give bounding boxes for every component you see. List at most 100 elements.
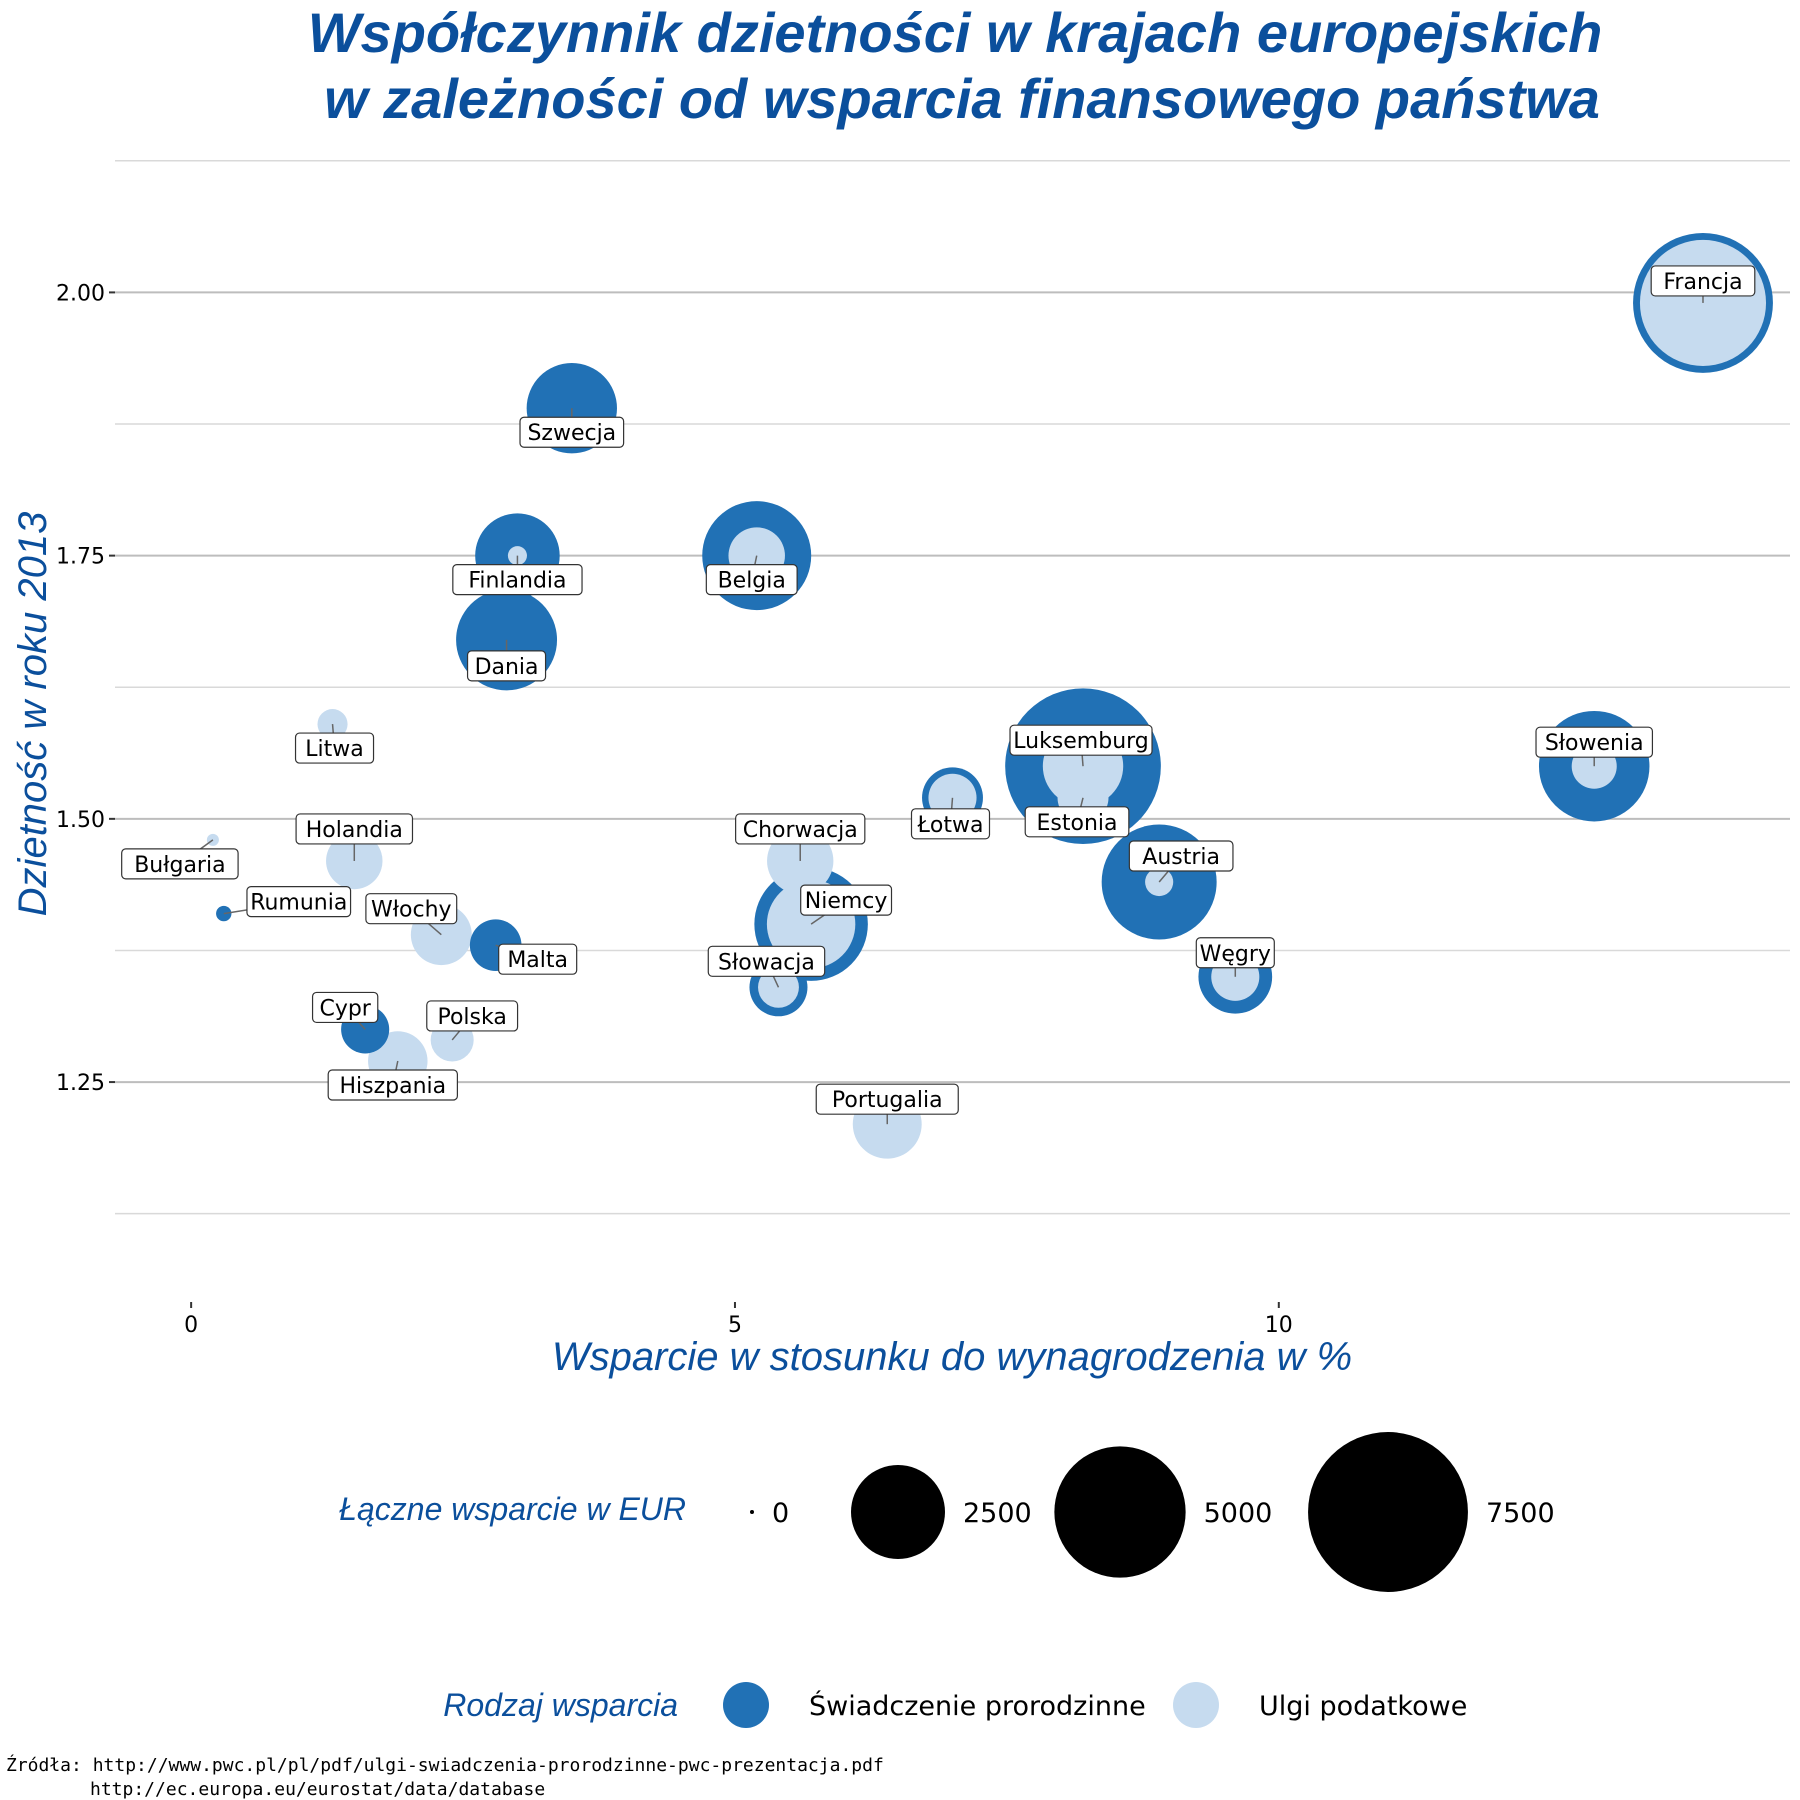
country-label: Holandia (295, 813, 414, 861)
country-name: Estonia (1037, 811, 1118, 836)
label-box (365, 893, 458, 925)
country-label: Luksemburg (1009, 724, 1153, 767)
label-box (426, 1000, 519, 1032)
y-tick-label: 2.00 (56, 281, 105, 306)
label-box (498, 943, 578, 975)
country-label: Portugalia (815, 1083, 959, 1125)
country-name: Chorwacja (743, 818, 858, 843)
label-box (466, 650, 547, 682)
chart-title-line-1: Współczynnik dzietności w krajach europe… (308, 1, 1603, 64)
country-name: Holandia (306, 818, 403, 843)
country-label: Rumunia (223, 886, 352, 918)
country-label: Malta (495, 943, 578, 975)
x-axis: 0 5 10 (184, 1302, 1293, 1338)
country-name: Litwa (305, 737, 363, 762)
country-label: Austria (1128, 840, 1234, 883)
y-axis: 1.25 1.50 1.75 2.00 (56, 281, 115, 1096)
size-legend-title: Łączne wsparcie w EUR (339, 1491, 686, 1527)
source-line-1: Źródła: http://www.pwc.pl/pl/pdf/ulgi-sw… (6, 1754, 884, 1776)
grid-lines (115, 160, 1790, 1215)
bubble-benefit (216, 905, 232, 922)
label-box (910, 808, 991, 840)
label-box (1650, 265, 1756, 297)
label-box (815, 1083, 959, 1115)
y-tick-label: 1.50 (56, 808, 105, 833)
label-box (1195, 937, 1275, 969)
country-label: Cypr (311, 991, 379, 1030)
country-name: Belgia (718, 569, 786, 594)
size-legend-circle (1308, 1432, 1468, 1592)
label-box (519, 416, 625, 448)
color-legend-label: Ulgi podatkowe (1259, 1691, 1467, 1722)
label-box (327, 1069, 458, 1101)
size-legend-label: 7500 (1486, 1498, 1555, 1529)
label-box (311, 991, 379, 1024)
label-box (452, 564, 583, 596)
label-box (121, 848, 239, 880)
country-name: Dania (475, 655, 539, 680)
country-name: Malta (507, 948, 568, 973)
country-name: Francja (1663, 270, 1742, 295)
label-box (246, 886, 352, 918)
country-name: Luksemburg (1013, 729, 1149, 754)
country-name: Portugalia (832, 1088, 943, 1113)
country-name: Łotwa (917, 813, 984, 838)
country-label: Polska (426, 1000, 519, 1041)
label-box (735, 813, 866, 845)
size-legend-circle (1054, 1446, 1186, 1578)
x-tick-label: 10 (1265, 1313, 1293, 1338)
country-label: Estonia (1024, 797, 1130, 838)
label-box (707, 945, 826, 977)
color-legend: Rodzaj wsparcia Świadczenie prorodzinne U… (443, 1682, 1467, 1728)
label-box (295, 813, 414, 845)
country-label: Łotwa (910, 797, 991, 840)
source-note: Źródła: http://www.pwc.pl/pl/pdf/ulgi-sw… (6, 1754, 884, 1800)
size-legend-label: 0 (772, 1498, 789, 1529)
x-tick-label: 0 (184, 1313, 198, 1338)
y-axis-title: Dzietność w roku 2013 (11, 512, 55, 917)
color-legend-swatch (723, 1682, 769, 1728)
label-box (1024, 806, 1130, 838)
size-legend-circle (851, 1465, 945, 1559)
country-name: Szwecja (527, 421, 616, 446)
size-legend-label: 2500 (963, 1498, 1032, 1529)
y-tick-label: 1.75 (56, 545, 105, 570)
country-name: Włochy (371, 898, 452, 923)
country-name: Bułgaria (134, 853, 225, 878)
country-name: Niemcy (805, 889, 888, 914)
size-legend: Łączne wsparcie w EUR 0 2500 5000 7500 (339, 1432, 1555, 1592)
color-legend-label: Świadczenie prorodzinne (809, 1690, 1146, 1722)
label-box (1535, 726, 1654, 758)
chart-title-line-2: w zależności od wsparcia finansowego pań… (324, 67, 1600, 130)
chart-title: Współczynnik dzietności w krajach europe… (308, 1, 1603, 130)
country-label: Szwecja (519, 408, 625, 448)
country-label: Włochy (365, 893, 458, 936)
country-label: Francja (1650, 265, 1756, 303)
country-label: Niemcy (800, 884, 893, 925)
size-legend-circle (750, 1510, 754, 1514)
country-name: Cypr (319, 996, 371, 1021)
color-legend-swatch (1173, 1682, 1219, 1728)
country-name: Finlandia (468, 569, 566, 594)
country-label: Słowacja (707, 945, 826, 988)
country-label: Chorwacja (735, 813, 866, 861)
country-label: Belgia (705, 555, 798, 596)
label-box (1128, 840, 1234, 872)
country-label: Bułgaria (121, 839, 239, 880)
y-tick-label: 1.25 (56, 1071, 105, 1096)
country-name: Hiszpania (339, 1074, 446, 1099)
country-name: Rumunia (250, 891, 347, 916)
label-box (294, 732, 375, 764)
country-label: Dania (466, 639, 547, 682)
label-box (705, 564, 798, 596)
size-legend-label: 5000 (1204, 1498, 1273, 1529)
x-tick-label: 5 (728, 1313, 742, 1338)
country-name: Austria (1142, 845, 1220, 870)
label-box (800, 884, 893, 916)
country-name: Słowenia (1545, 731, 1644, 756)
label-box (1009, 724, 1153, 756)
color-legend-title: Rodzaj wsparcia (443, 1687, 678, 1723)
country-label: Finlandia (452, 555, 583, 596)
country-name: Węgry (1200, 942, 1271, 967)
